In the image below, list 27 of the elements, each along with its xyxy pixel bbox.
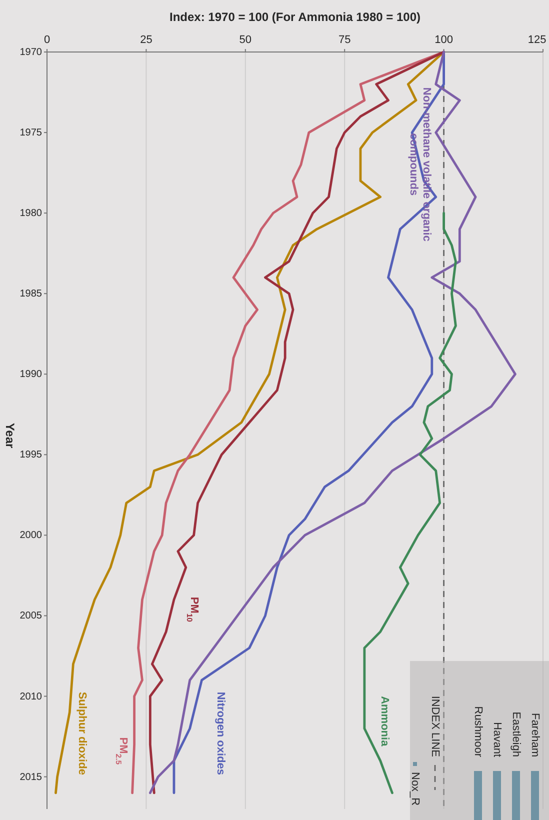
x-tick-label: 50 bbox=[239, 34, 252, 46]
y-tick-label: 1990 bbox=[20, 368, 42, 380]
y-axis-title: Year bbox=[3, 422, 17, 449]
x-tick-label: 75 bbox=[338, 34, 351, 46]
y-tick-label: 2000 bbox=[20, 530, 42, 541]
x-tick-label: 100 bbox=[434, 34, 453, 46]
x-axis-title: Index: 1970 = 100 (For Ammonia 1980 = 100) bbox=[169, 10, 421, 24]
annotation: Rushmoor bbox=[472, 706, 484, 758]
y-tick-label: 1995 bbox=[20, 449, 42, 460]
ref-line-label: INDEX LINE bbox=[429, 696, 441, 757]
y-tick-label: 2015 bbox=[20, 771, 42, 782]
text: Ammonia bbox=[378, 696, 391, 748]
x-tick-label: 125 bbox=[528, 34, 546, 46]
y-tick-label: 2010 bbox=[20, 690, 42, 702]
y-tick-label: 1985 bbox=[20, 288, 42, 300]
x-tick-label: 0 bbox=[44, 34, 50, 46]
x-tick-label: 25 bbox=[140, 34, 152, 46]
y-tick-label: 2005 bbox=[20, 610, 42, 622]
text: Sulphur dioxide bbox=[76, 692, 88, 775]
annotation: Fareham bbox=[529, 712, 541, 757]
text: Nitrogen oxides bbox=[214, 692, 226, 775]
annotation: Nox_R bbox=[409, 772, 421, 806]
annotation: Eastleigh bbox=[510, 712, 522, 757]
y-tick-label: 1980 bbox=[20, 208, 42, 219]
y-tick-label: 1975 bbox=[20, 127, 42, 138]
annotation: Havant bbox=[491, 722, 503, 757]
y-tick-label: 1970 bbox=[20, 46, 42, 58]
